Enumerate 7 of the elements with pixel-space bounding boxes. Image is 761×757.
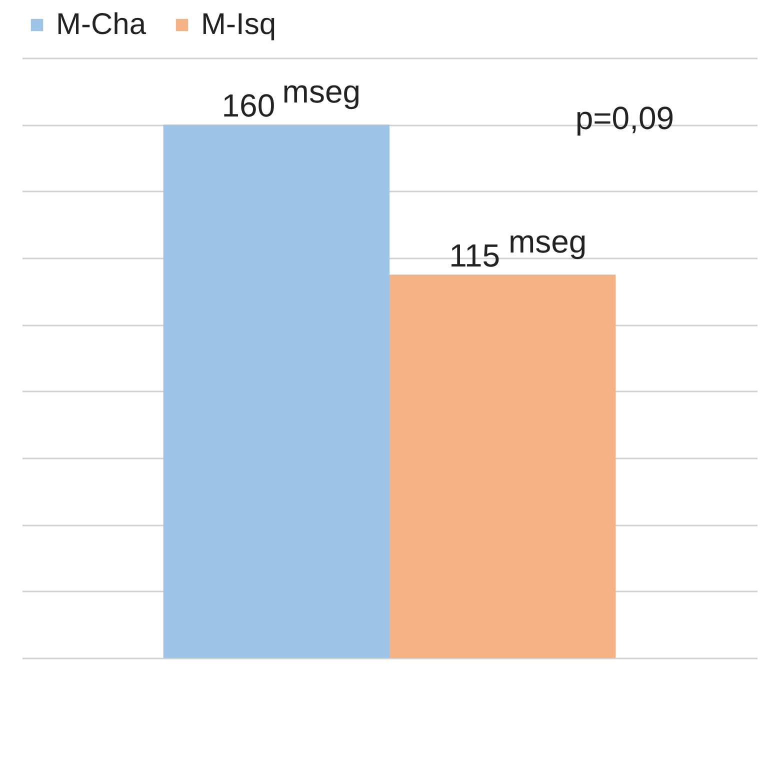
annotation: p=0,09 <box>575 100 674 136</box>
legend-label: M-Cha <box>56 8 146 41</box>
data-label: 115 <box>449 238 500 274</box>
annotation: mseg <box>282 74 361 110</box>
data-label: 160 <box>222 88 276 124</box>
annotation: mseg <box>508 224 587 260</box>
legend-label: M-Isq <box>201 8 276 41</box>
